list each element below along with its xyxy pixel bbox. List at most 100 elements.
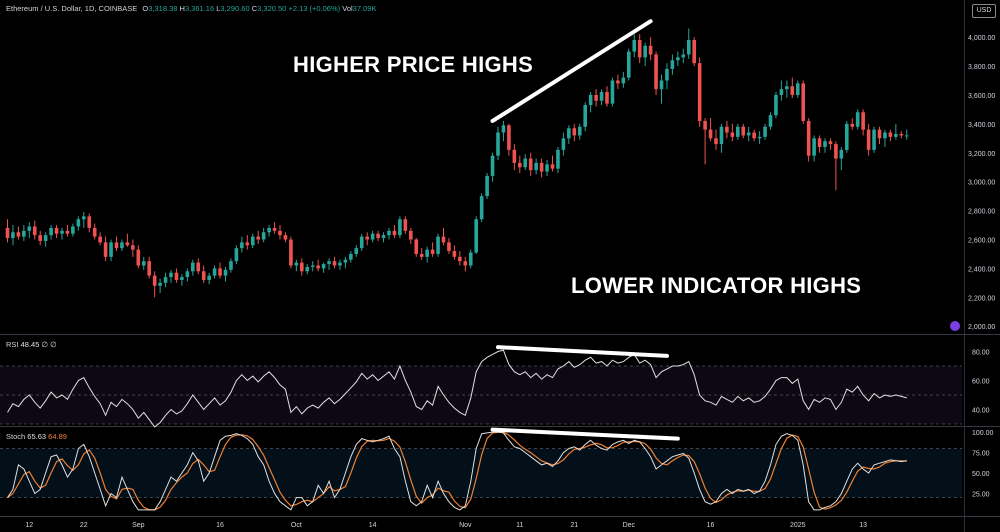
candle-down — [256, 236, 260, 240]
candle-up — [425, 249, 429, 257]
x-tick-label: Dec — [623, 522, 636, 529]
candle-up — [370, 233, 375, 240]
candle-up — [768, 115, 773, 127]
candle-up — [894, 133, 898, 137]
candle-down — [103, 242, 108, 257]
candle-up — [180, 277, 184, 280]
rsi-params: ∅ ∅ — [41, 340, 57, 349]
candle-up — [567, 128, 571, 139]
candle-up — [823, 141, 827, 147]
candle-down — [452, 251, 457, 257]
candle-down — [806, 120, 811, 156]
candle-up — [665, 68, 669, 81]
candle-up — [588, 94, 593, 106]
rsi-tick-label: 40.00 — [972, 408, 990, 415]
x-tick-label: 14 — [369, 522, 377, 529]
candle-up — [381, 235, 386, 239]
candle-up — [757, 136, 762, 139]
lower-indicator-highs-annotation: LOWER INDICATOR HIGHS — [571, 273, 862, 298]
indicator-pane-backgrounds — [0, 365, 962, 499]
candle-up — [610, 80, 615, 104]
candle-up — [158, 282, 162, 286]
candle-down — [725, 126, 729, 133]
candle-down — [817, 138, 822, 147]
candle-down — [605, 92, 609, 104]
candle-down — [332, 261, 337, 266]
close-label: C — [251, 4, 258, 13]
candle-up — [27, 226, 32, 231]
candle-up — [185, 271, 190, 278]
candle-down — [539, 162, 544, 172]
candle-up — [855, 112, 860, 127]
stoch-lines-group — [7, 431, 907, 511]
price-tick-label: 2,800.00 — [968, 209, 995, 216]
price-tick-label: 3,200.00 — [968, 151, 995, 158]
x-tick-label: 12 — [25, 522, 33, 529]
rsi-tick-label: 60.00 — [972, 379, 990, 386]
candle-down — [196, 262, 201, 272]
candle-up — [436, 236, 440, 254]
candle-down — [648, 45, 653, 55]
candle-up — [632, 40, 637, 52]
candle-down — [594, 94, 598, 101]
candle-down — [512, 149, 517, 163]
candle-down — [861, 112, 865, 130]
candle-down — [152, 275, 157, 286]
candle-up — [534, 162, 538, 171]
price-tick-label: 4,000.00 — [968, 35, 995, 42]
stoch-k-line — [7, 431, 907, 511]
price-tick-label: 2,200.00 — [968, 295, 995, 302]
candle-down — [888, 132, 893, 137]
candle-down — [714, 138, 718, 145]
candle-down — [5, 227, 10, 239]
candle-up — [261, 232, 266, 240]
candle-up — [627, 51, 631, 78]
candle-down — [458, 256, 462, 262]
candle-up — [240, 242, 244, 249]
candle-up — [774, 94, 778, 116]
currency-button[interactable]: USD — [972, 4, 996, 18]
candle-up — [22, 230, 26, 237]
candle-up — [839, 149, 844, 159]
candle-up — [163, 277, 168, 283]
candle-down — [899, 133, 904, 136]
candle-up — [746, 132, 751, 136]
candle-up — [354, 248, 359, 254]
candle-down — [528, 158, 533, 171]
stoch-trendline — [490, 427, 680, 441]
candle-down — [201, 271, 206, 280]
candle-up — [343, 259, 348, 263]
candle-down — [392, 230, 397, 236]
candle-down — [283, 235, 288, 240]
candle-up — [234, 248, 239, 262]
candle-down — [518, 162, 522, 168]
candle-down — [147, 261, 151, 276]
stoch-legend[interactable]: Stoch 65.63 64.89 — [6, 432, 67, 441]
candle-down — [441, 236, 446, 243]
x-tick-label: Sep — [132, 522, 145, 529]
rsi-line-group — [7, 349, 907, 428]
candle-down — [692, 40, 696, 64]
rsi-tick-label: 80.00 — [972, 350, 990, 357]
rsi-value: 48.45 — [20, 340, 40, 349]
candle-up — [485, 175, 489, 197]
candle-down — [409, 230, 413, 240]
volume-label: Vol — [342, 4, 353, 13]
rsi-legend[interactable]: RSI 48.45 ∅ ∅ — [6, 340, 57, 349]
candle-up — [845, 123, 849, 150]
price-tick-label: 2,000.00 — [968, 324, 995, 331]
high-value: 3,361.16 — [184, 4, 215, 13]
symbol-title: Ethereum / U.S. Dollar, 1D, COINBASE — [6, 4, 138, 13]
candle-down — [92, 227, 97, 237]
candle-down — [54, 227, 59, 234]
open-label: O — [142, 4, 149, 13]
candle-up — [676, 57, 680, 61]
high-label: H — [179, 4, 185, 13]
candle-down — [708, 129, 713, 139]
rsi-trendline — [496, 345, 669, 358]
candle-up — [11, 232, 15, 239]
candle-down — [550, 164, 555, 169]
stoch-k-value: 65.63 — [27, 432, 47, 441]
